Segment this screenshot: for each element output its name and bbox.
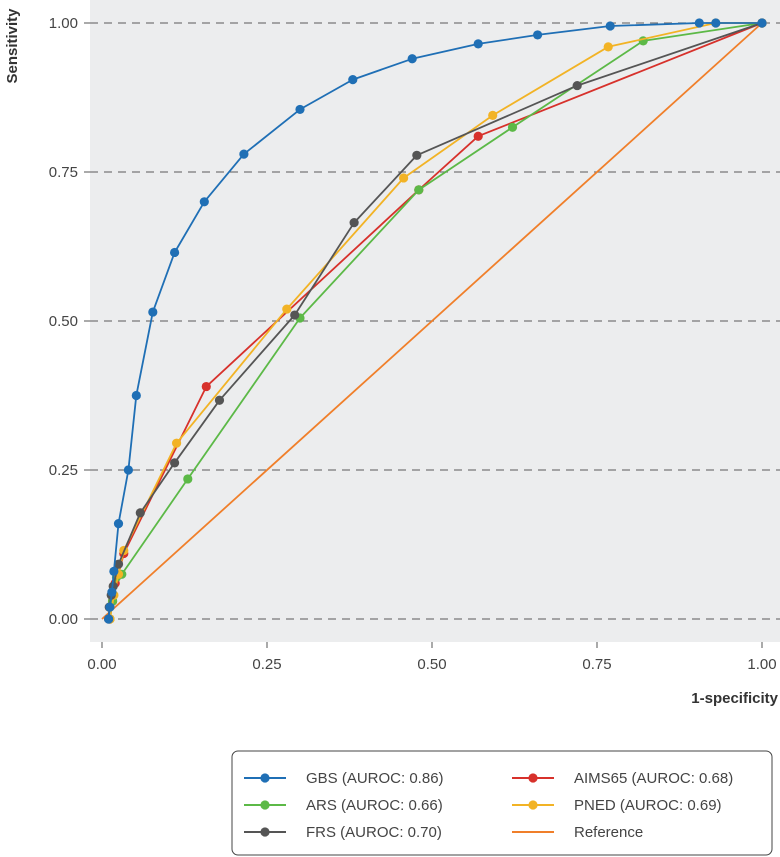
data-point xyxy=(473,131,483,141)
y-axis-ticks: 0.00 0.25 0.50 0.75 1.00 xyxy=(49,15,90,628)
data-point xyxy=(533,30,543,40)
data-point xyxy=(113,519,124,529)
legend-swatch-marker xyxy=(260,827,270,837)
x-axis-ticks: 0.00 0.25 0.50 0.75 1.00 xyxy=(87,642,777,673)
legend-item: Reference xyxy=(512,824,643,841)
legend-label: Reference xyxy=(574,824,643,841)
data-point xyxy=(290,310,300,320)
legend: GBS (AUROC: 0.86) ARS (AUROC: 0.66) FRS (A… xyxy=(231,750,773,856)
series-5 xyxy=(101,22,763,620)
data-point xyxy=(694,18,704,28)
data-point xyxy=(214,395,225,405)
data-point xyxy=(123,465,133,475)
legend-item: ARS (AUROC: 0.66) xyxy=(244,797,443,814)
x-tick-label: 1.00 xyxy=(747,656,776,673)
legend-label: AIMS65 (AUROC: 0.68) xyxy=(574,770,733,787)
legend-swatch-marker xyxy=(528,800,538,810)
y-tick-label: 0.50 xyxy=(49,313,78,330)
legend-box xyxy=(231,750,773,856)
data-point xyxy=(131,390,141,401)
x-axis-title: 1-specificity xyxy=(691,690,778,707)
y-tick-label: 1.00 xyxy=(49,15,78,32)
data-point xyxy=(183,474,193,484)
series-line xyxy=(107,22,762,620)
x-tick-label: 0.75 xyxy=(582,656,611,673)
legend-label: GBS (AUROC: 0.86) xyxy=(306,770,444,787)
legend-item: AIMS65 (AUROC: 0.68) xyxy=(512,770,733,787)
series-line xyxy=(101,22,763,620)
data-point xyxy=(711,18,721,28)
data-point xyxy=(239,149,249,159)
legend-item: FRS (AUROC: 0.70) xyxy=(244,824,442,841)
legend-swatch-marker xyxy=(260,773,270,783)
legend-label: PNED (AUROC: 0.69) xyxy=(574,797,722,814)
data-point xyxy=(104,614,114,624)
data-point xyxy=(348,75,358,85)
x-tick-label: 0.50 xyxy=(417,656,446,673)
legend-swatch-marker xyxy=(260,800,270,810)
data-point xyxy=(105,602,115,612)
data-point xyxy=(603,42,613,52)
data-point xyxy=(107,587,117,597)
y-axis-title: Sensitivity xyxy=(4,8,21,84)
data-point xyxy=(407,54,417,64)
x-tick-label: 0.25 xyxy=(252,656,281,673)
data-point xyxy=(295,104,305,115)
data-point xyxy=(170,458,180,468)
data-point xyxy=(282,304,292,314)
data-point xyxy=(135,508,145,518)
data-point xyxy=(399,173,409,183)
series-layer xyxy=(101,18,767,624)
data-point xyxy=(171,438,182,448)
data-point xyxy=(113,559,124,569)
y-tick-label: 0.75 xyxy=(49,164,78,181)
data-point xyxy=(201,381,211,392)
legend-item: PNED (AUROC: 0.69) xyxy=(512,797,722,814)
data-point xyxy=(109,566,119,576)
data-point xyxy=(414,185,424,195)
data-point xyxy=(757,18,767,28)
legend-label: ARS (AUROC: 0.66) xyxy=(306,797,443,814)
series-0 xyxy=(104,18,767,624)
data-point xyxy=(507,122,518,132)
data-point xyxy=(572,80,582,91)
legend-swatch-marker xyxy=(528,773,538,783)
data-point xyxy=(349,218,359,228)
data-point xyxy=(605,21,615,31)
data-point xyxy=(412,150,422,160)
y-tick-label: 0.25 xyxy=(49,462,78,479)
data-point xyxy=(488,110,498,120)
legend-label: FRS (AUROC: 0.70) xyxy=(306,824,442,841)
data-point xyxy=(199,197,209,207)
data-point xyxy=(148,307,158,317)
data-point xyxy=(473,39,483,49)
data-point xyxy=(170,247,180,258)
legend-item: GBS (AUROC: 0.86) xyxy=(244,770,444,787)
x-tick-label: 0.00 xyxy=(87,656,116,673)
y-tick-label: 0.00 xyxy=(49,611,78,628)
gridlines xyxy=(90,22,780,620)
